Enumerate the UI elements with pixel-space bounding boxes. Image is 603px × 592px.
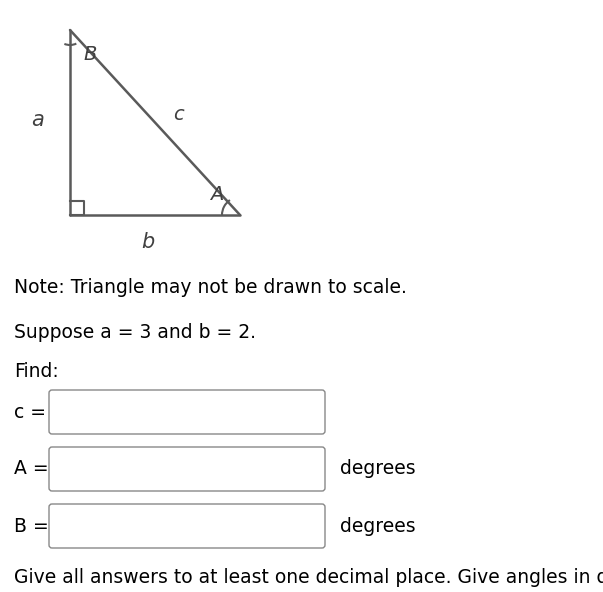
FancyBboxPatch shape — [49, 447, 325, 491]
FancyBboxPatch shape — [49, 504, 325, 548]
Text: degrees: degrees — [340, 459, 415, 478]
Text: Give all answers to at least one decimal place. Give angles in degrees: Give all answers to at least one decimal… — [14, 568, 603, 587]
Text: A: A — [210, 185, 224, 204]
Text: Note: Triangle may not be drawn to scale.: Note: Triangle may not be drawn to scale… — [14, 278, 407, 297]
Text: c: c — [172, 105, 183, 124]
Text: a: a — [31, 110, 45, 130]
Text: B: B — [83, 46, 96, 65]
Text: degrees: degrees — [340, 516, 415, 536]
Text: Find:: Find: — [14, 362, 58, 381]
Text: b: b — [141, 232, 154, 252]
Text: c =: c = — [14, 403, 46, 422]
Text: Suppose a = 3 and b = 2.: Suppose a = 3 and b = 2. — [14, 323, 256, 342]
FancyBboxPatch shape — [49, 390, 325, 434]
Text: B =: B = — [14, 516, 49, 536]
Text: A =: A = — [14, 459, 49, 478]
